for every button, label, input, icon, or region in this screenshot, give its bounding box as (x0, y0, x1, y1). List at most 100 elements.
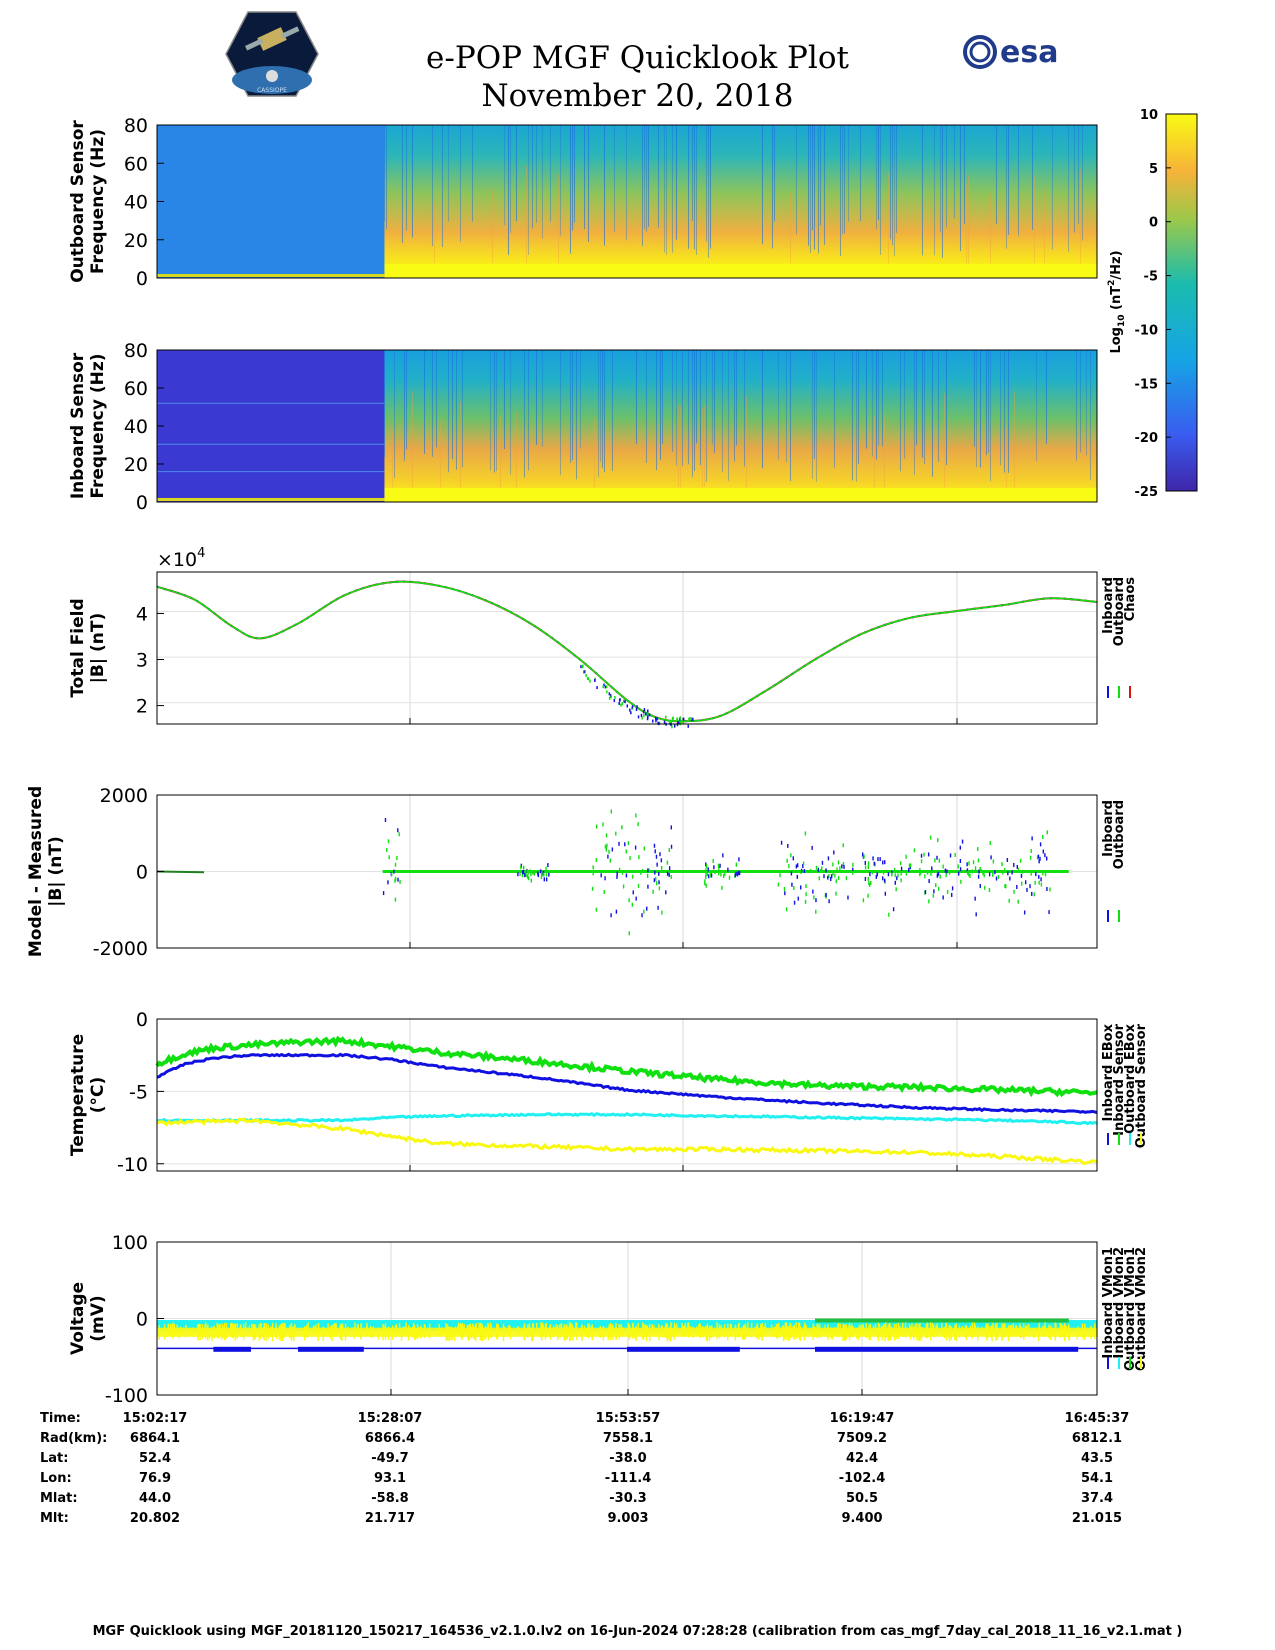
model-minus-measured-residual-point (719, 863, 721, 868)
model-minus-measured-residual-point (883, 878, 886, 883)
model-minus-measured-residual-point (845, 876, 848, 881)
model-minus-measured-residual-point (668, 866, 671, 871)
orbit-cell-value: 21.015 (1071, 1511, 1123, 1526)
model-minus-measured-residual-point (735, 862, 738, 867)
model-minus-measured-residual-point (920, 853, 923, 858)
model-minus-measured-residual-point (988, 872, 991, 877)
model-minus-measured-residual-point (1026, 887, 1028, 892)
model-minus-measured-residual-point (994, 870, 996, 875)
model-minus-measured-residual-point (1042, 849, 1045, 854)
model-minus-measured-residual-point (949, 853, 952, 858)
model-minus-measured-residual-point (944, 868, 947, 873)
model-minus-measured-residual-point (710, 873, 713, 878)
footer-caption: MGF Quicklook using MGF_20181120_150217_… (92, 1624, 1183, 1639)
model-minus-measured-residual-point (800, 885, 802, 890)
model-minus-measured-residual-point (1038, 874, 1040, 879)
temperature-legend-label: Inboard Sensor (1112, 1023, 1127, 1135)
model-minus-measured-residual-point (832, 871, 834, 876)
model-minus-measured-ylabel: Model - Measured (26, 786, 46, 957)
model-minus-measured-legend-label: Outboard (1112, 800, 1127, 869)
temperature: 0 -5 -10 Temperature (°C) Inboard EBoxInboard… (68, 1009, 1149, 1176)
model-minus-measured-residual-point (977, 847, 979, 852)
model-minus-measured-residual-point (939, 874, 941, 879)
model-minus-measured-residual-point (1029, 884, 1031, 889)
total-field-scatter-point (603, 683, 605, 687)
total-field-scatter-point (682, 720, 685, 724)
model-minus-measured-residual-point (705, 862, 707, 867)
model-minus-measured-residual-point (926, 870, 929, 875)
outboard-spectrogram-dc-line (157, 274, 385, 277)
total-field-scatter-point (618, 698, 621, 702)
model-minus-measured-residual-point (785, 907, 788, 912)
model-minus-measured-residual-point (659, 852, 661, 857)
model-minus-measured-residual-point (540, 875, 543, 880)
total-field-scatter-point (583, 670, 585, 674)
model-minus-measured-residual-point (616, 871, 618, 876)
total-field-legend-label: Inboard (1101, 577, 1116, 634)
model-minus-measured-residual-point (705, 875, 707, 880)
model-minus-measured-residual-point (989, 841, 991, 846)
model-minus-measured-residual-point (592, 871, 594, 876)
model-minus-measured-residual-point (1004, 884, 1006, 889)
model-minus-measured-residual-point (735, 871, 737, 876)
model-minus-measured-residual-point (796, 863, 799, 868)
model-minus-measured-residual-point (977, 874, 980, 879)
model-minus-measured-residual-point (621, 825, 623, 830)
model-minus-measured-residual-point (710, 873, 712, 878)
model-minus-measured-residual-point (951, 892, 953, 897)
colorbar-tick: -20 (1135, 431, 1159, 446)
model-minus-measured-residual-point (670, 874, 672, 879)
total-field-scatter-point (626, 704, 629, 708)
model-minus-measured-residual-point (828, 874, 830, 879)
model-minus-measured-residual-point (632, 890, 634, 895)
model-minus-measured-residual-point (919, 868, 921, 873)
temperature-legend-label: Inboard EBox (1101, 1023, 1116, 1121)
model-minus-measured-residual-point (1031, 891, 1033, 896)
model-minus-measured-residual-point (1013, 889, 1015, 894)
orbit-time-value: 16:45:37 (1064, 1411, 1130, 1426)
total-field-scatter-point (679, 716, 682, 720)
model-minus-measured-residual-point (966, 868, 969, 873)
model-minus-measured-residual-point (1019, 858, 1022, 863)
model-minus-measured-residual-point (905, 854, 907, 859)
orbit-time-value: 15:53:57 (595, 1411, 661, 1426)
model-minus-measured-residual-point (1020, 881, 1023, 886)
model-minus-measured-residual-point (971, 869, 973, 874)
model-minus-measured-residual-point (873, 861, 875, 866)
model-minus-measured-residual-point (526, 869, 528, 874)
model-minus-measured-residual-point (788, 864, 790, 869)
total-field-scatter-point (641, 716, 643, 720)
model-minus-measured-residual-point (862, 852, 864, 857)
total-field-scatter-point (631, 705, 634, 709)
model-minus-measured-residual-point (1011, 870, 1013, 875)
model-minus-measured-residual-point (647, 868, 649, 873)
model-minus-measured-residual-point (1017, 867, 1020, 872)
colorbar-label-label-sup: 2 (1107, 280, 1117, 286)
model-minus-measured-residual-point (984, 885, 986, 890)
model-minus-measured-residual-point (960, 879, 962, 884)
outboard-spectrogram-ytick: 60 (124, 153, 148, 175)
model-minus-measured-residual-point (923, 852, 925, 857)
orbit-cell-value: -102.4 (838, 1471, 886, 1486)
model-minus-measured-residual-point (777, 882, 780, 887)
model-minus-measured-residual-point (920, 859, 923, 864)
model-minus-measured-residual-point (592, 865, 594, 870)
outboard-spectrogram-ytick: 20 (124, 230, 148, 252)
model-minus-measured-residual-point (891, 872, 893, 877)
model-minus-measured-residual-point (547, 863, 549, 868)
model-minus-measured-residual-point (843, 864, 845, 869)
total-field-scatter-point (602, 685, 605, 689)
model-minus-measured-residual-point (718, 871, 720, 876)
model-minus-measured-ylabel-units: |B| (nT) (46, 836, 66, 907)
model-minus-measured-residual-point (618, 867, 621, 872)
model-minus-measured-ytick: 2000 (100, 785, 148, 807)
colorbar-label-label-sub: 10 (1117, 314, 1127, 327)
model-minus-measured-residual-point (1036, 855, 1039, 860)
model-minus-measured-residual-point (934, 858, 936, 863)
voltage-inboard-vmon1-band (815, 1346, 1079, 1352)
total-field-scatter-point (676, 723, 679, 727)
model-minus-measured-residual-point (825, 868, 827, 873)
model-minus-measured-residual-point (815, 898, 817, 903)
model-minus-measured-residual-point (780, 840, 783, 845)
